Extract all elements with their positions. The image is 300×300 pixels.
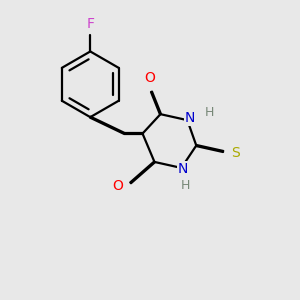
- Text: O: O: [112, 179, 124, 193]
- Text: N: N: [178, 162, 188, 176]
- Text: O: O: [145, 71, 155, 85]
- Text: S: S: [231, 146, 240, 160]
- Text: N: N: [185, 111, 196, 125]
- Text: H: H: [181, 179, 190, 192]
- Text: F: F: [86, 17, 94, 31]
- Text: H: H: [205, 106, 214, 119]
